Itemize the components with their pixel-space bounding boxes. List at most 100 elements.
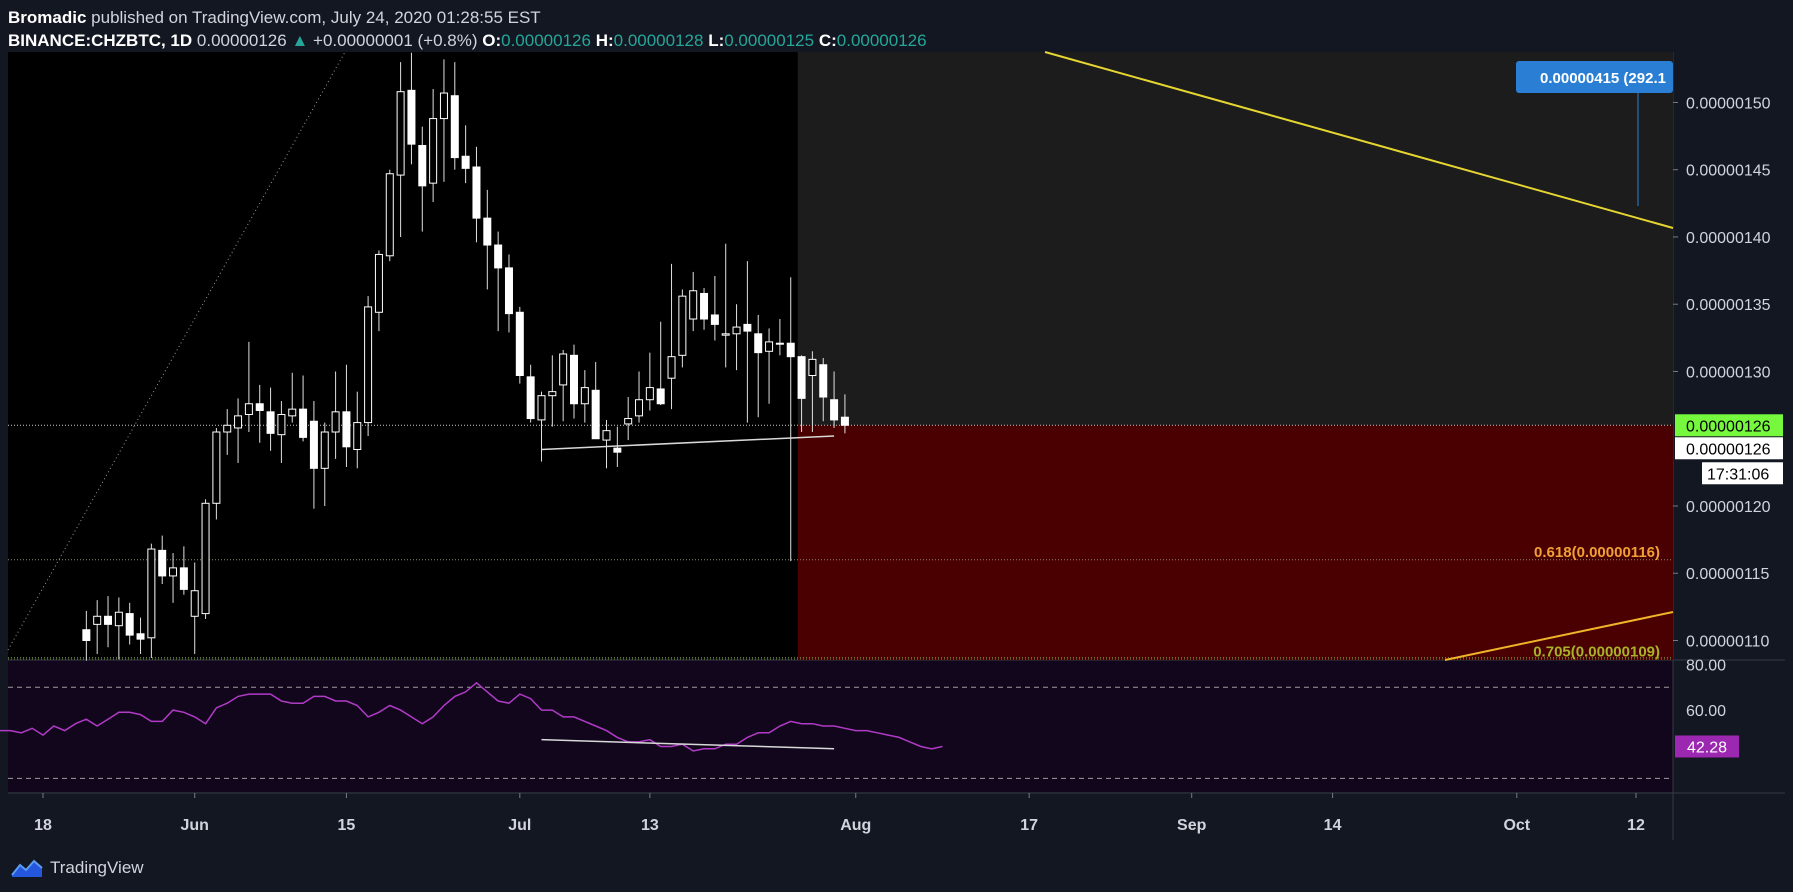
candle-body-down [82, 629, 91, 641]
candle-body-up [765, 341, 774, 352]
candle-body-down [461, 155, 470, 169]
candle [385, 169, 394, 262]
time-tick-label: Oct [1503, 817, 1530, 834]
candle [786, 277, 795, 562]
candle [461, 125, 470, 184]
candle [840, 394, 849, 434]
candle-body-up [223, 424, 232, 433]
candle [353, 391, 362, 469]
candle [515, 306, 524, 384]
candle [797, 355, 806, 432]
candle [548, 355, 557, 427]
candle-body-up [331, 411, 340, 433]
last-price-tag [1675, 437, 1783, 460]
candle [201, 499, 210, 619]
candle [374, 250, 383, 332]
fib-label-0: 0.618(0.00000116) [1534, 544, 1660, 561]
candle-body-up [559, 353, 568, 386]
last-price: 0.00000126 [196, 31, 287, 50]
tradingview-logo-icon[interactable] [10, 857, 44, 879]
symbol-label: BINANCE:CHZBTC, 1D [8, 31, 193, 50]
candle-body-down [743, 323, 752, 332]
candle [158, 535, 167, 584]
candle-body-down [158, 549, 167, 577]
candle-body-up [689, 290, 698, 320]
candle [559, 349, 568, 422]
candle-body-up [732, 326, 741, 335]
candle [645, 352, 654, 411]
price-tick-label: 0.00000140 [1686, 230, 1771, 247]
time-tick-label: 12 [1627, 817, 1645, 834]
time-tick-label: Jul [508, 817, 531, 834]
candle [635, 371, 644, 423]
candle [309, 401, 318, 509]
candle [342, 364, 351, 467]
footer-brand[interactable]: TradingView [50, 858, 144, 877]
candle [819, 358, 828, 422]
candle [179, 546, 188, 595]
candle-body-up [374, 253, 383, 313]
countdown-tag [1702, 462, 1783, 485]
publish-line: Bromadic published on TradingView.com, J… [8, 6, 1788, 29]
candle [732, 304, 741, 371]
candle-body-up [808, 358, 817, 377]
candle-body-down [407, 89, 416, 145]
time-tick-label: Sep [1177, 817, 1207, 834]
candle-body-down [797, 356, 806, 399]
candle [234, 398, 243, 463]
candle-body-up [678, 295, 687, 356]
candle-body-up [602, 430, 611, 441]
candle [570, 344, 578, 419]
price-tick-label: 0.00000115 [1686, 566, 1769, 583]
candle-body-down [309, 420, 318, 469]
change-arrow-icon: ▲ [291, 31, 309, 50]
current-price-tag [1675, 414, 1783, 437]
candle-body-up [667, 356, 676, 379]
candle [656, 321, 665, 406]
price-tick-label: 0.00000145 [1686, 163, 1771, 180]
candle [125, 602, 134, 645]
candle-body-up [277, 414, 286, 436]
candle [613, 426, 622, 467]
candle-body-down [591, 389, 600, 440]
rsi-pane [8, 660, 1673, 792]
candle-body-up [93, 615, 102, 625]
candle-body-down [830, 399, 839, 421]
measure-label: 0.00000415 (292.1 [1540, 70, 1666, 87]
rsi-value-tag [1675, 735, 1739, 758]
candle-body-down [104, 615, 113, 625]
candle-body-up [320, 431, 329, 469]
candle-body-up [288, 408, 297, 417]
candle-body-down [656, 388, 665, 405]
candle [667, 263, 676, 410]
candle [504, 254, 513, 333]
candle-body-up [580, 387, 589, 405]
open-label: O: [482, 31, 502, 50]
candle-body-down [483, 217, 492, 246]
candle [331, 371, 340, 459]
candle [212, 427, 221, 520]
low-value: 0.00000125 [724, 31, 815, 50]
rsi-line [0, 681, 943, 752]
candle [396, 62, 405, 237]
candle-body-down [472, 166, 481, 219]
candle [277, 401, 286, 463]
candle [147, 543, 156, 658]
candle-body-up [234, 415, 243, 429]
candle-body-down [266, 411, 275, 434]
publisher-name[interactable]: Bromadic [8, 8, 87, 27]
candle [429, 88, 438, 202]
candle [93, 600, 102, 654]
change-value: +0.00000001 (+0.8%) [313, 31, 478, 50]
candle [743, 261, 752, 423]
candle [288, 372, 297, 423]
candle-body-up [190, 590, 199, 617]
candle [255, 384, 264, 443]
open-value: 0.00000126 [501, 31, 591, 50]
candle-body-up [147, 548, 156, 639]
candle [114, 597, 123, 660]
candle-body-up [114, 611, 123, 627]
candle-body-down [136, 633, 145, 640]
candle-body-down [418, 144, 427, 187]
